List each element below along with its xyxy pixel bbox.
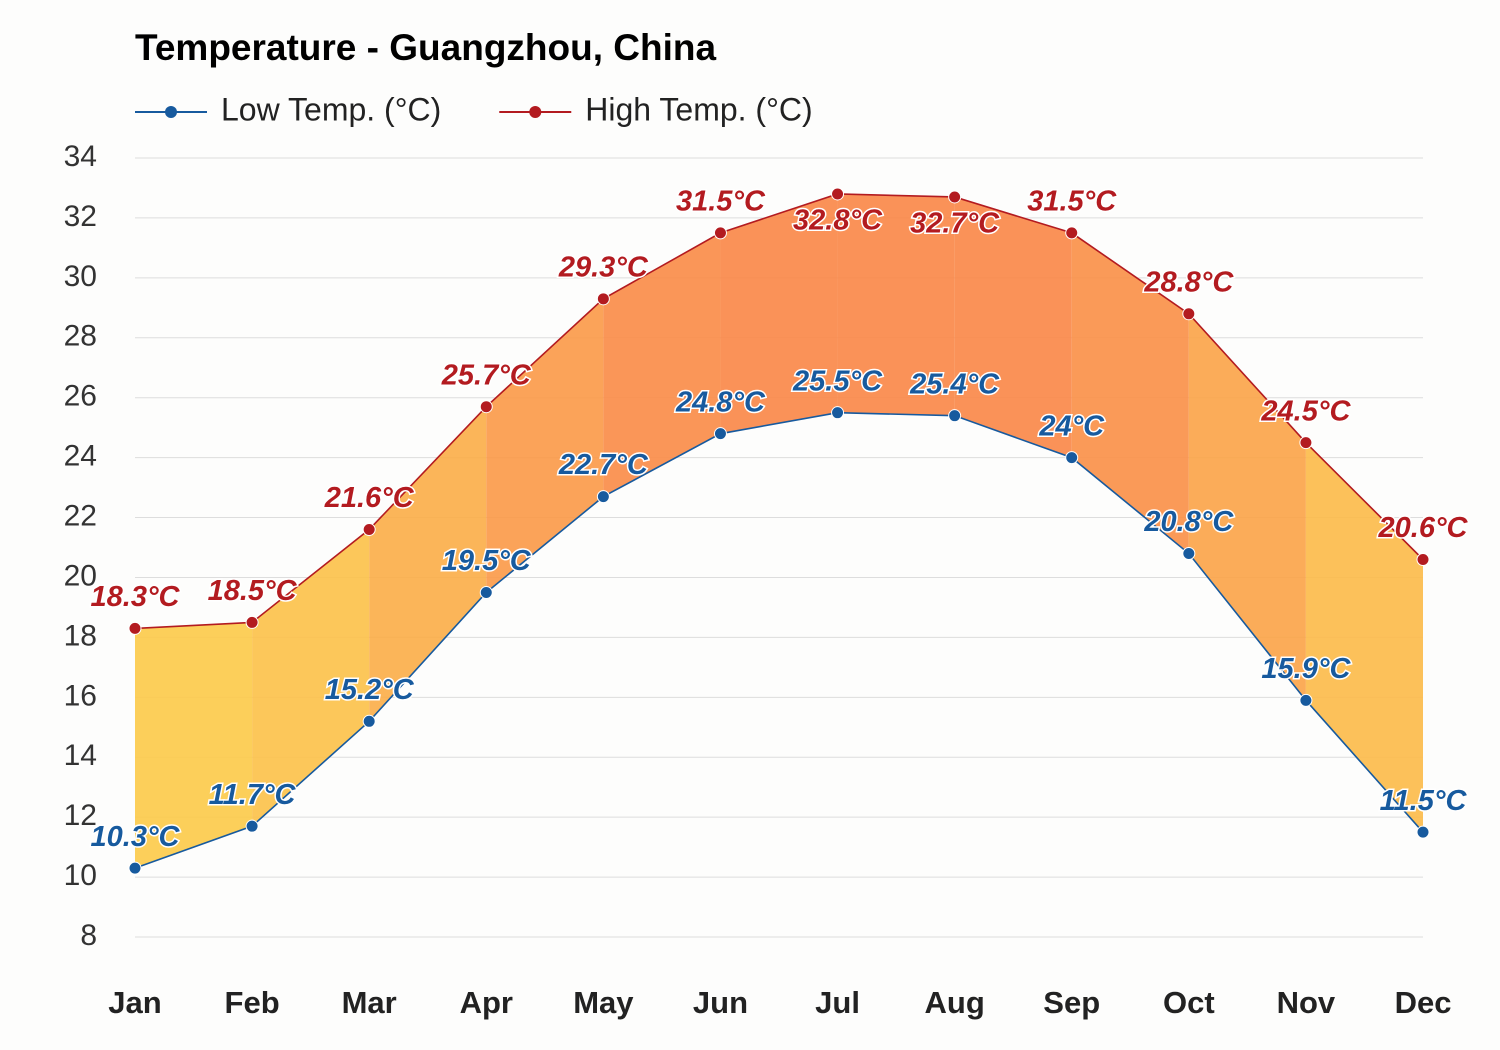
y-tick-label: 34 bbox=[64, 140, 97, 173]
value-label: 21.6°C bbox=[324, 482, 415, 514]
value-label: 25.4°C bbox=[909, 368, 1000, 400]
y-tick-label: 20 bbox=[64, 559, 97, 592]
value-label: 31.5°C bbox=[676, 186, 766, 218]
x-tick-label: Oct bbox=[1163, 985, 1215, 1020]
range-band bbox=[135, 622, 253, 869]
data-point bbox=[479, 400, 493, 414]
x-tick-label: Apr bbox=[460, 985, 513, 1020]
y-tick-label: 32 bbox=[64, 200, 97, 233]
value-label: 15.9°C bbox=[1261, 653, 1351, 685]
x-tick-label: Dec bbox=[1395, 985, 1452, 1020]
range-band bbox=[252, 529, 370, 827]
value-label: 15.2°C bbox=[325, 674, 415, 706]
y-tick-label: 30 bbox=[64, 260, 97, 293]
data-point bbox=[1182, 307, 1196, 321]
range-band bbox=[837, 193, 955, 416]
y-tick-label: 22 bbox=[64, 499, 97, 532]
legend-marker bbox=[529, 106, 542, 118]
data-point bbox=[948, 409, 962, 423]
y-tick-label: 14 bbox=[64, 739, 97, 772]
range-band bbox=[954, 196, 1072, 458]
data-point bbox=[831, 406, 845, 420]
y-tick-label: 10 bbox=[64, 859, 97, 892]
value-label: 32.7°C bbox=[910, 208, 1000, 240]
value-label: 11.7°C bbox=[209, 779, 297, 811]
y-tick-label: 26 bbox=[64, 380, 97, 413]
range-band bbox=[603, 232, 721, 497]
value-label: 32.8°C bbox=[793, 205, 883, 237]
x-tick-label: Mar bbox=[342, 985, 397, 1020]
data-point bbox=[362, 714, 376, 728]
range-band bbox=[1188, 313, 1306, 701]
x-tick-label: Sep bbox=[1043, 985, 1100, 1020]
data-point bbox=[1299, 693, 1313, 707]
x-tick-label: Jun bbox=[693, 985, 748, 1020]
data-point bbox=[362, 523, 376, 537]
value-label: 20.6°C bbox=[1378, 512, 1469, 544]
range-band bbox=[720, 193, 838, 434]
data-point bbox=[245, 819, 259, 833]
value-label: 28.8°C bbox=[1143, 266, 1234, 298]
data-point bbox=[1065, 451, 1079, 465]
data-point bbox=[1065, 226, 1079, 240]
data-point bbox=[596, 490, 610, 504]
value-label: 18.5°C bbox=[208, 575, 298, 607]
x-tick-label: Jul bbox=[815, 985, 860, 1020]
y-tick-label: 28 bbox=[64, 320, 97, 353]
chart-title: Temperature - Guangzhou, China bbox=[135, 27, 716, 68]
value-label: 20.8°C bbox=[1143, 506, 1234, 538]
y-tick-label: 8 bbox=[80, 919, 97, 952]
y-tick-label: 12 bbox=[64, 799, 97, 832]
legend-label: Low Temp. (°C) bbox=[221, 91, 441, 127]
value-label: 29.3°C bbox=[558, 251, 649, 283]
data-point bbox=[713, 226, 727, 240]
value-label: 25.5°C bbox=[792, 365, 883, 397]
series-line bbox=[134, 193, 1424, 630]
range-band bbox=[486, 298, 604, 593]
value-label: 24.8°C bbox=[675, 386, 766, 418]
y-tick-label: 24 bbox=[64, 440, 97, 473]
data-point bbox=[128, 861, 142, 875]
range-band bbox=[369, 406, 487, 722]
data-point bbox=[1299, 436, 1313, 450]
data-point bbox=[596, 292, 610, 306]
value-label: 19.5°C bbox=[442, 545, 532, 577]
data-point bbox=[713, 427, 727, 441]
x-tick-label: Jan bbox=[108, 985, 161, 1020]
value-label: 10.3°C bbox=[91, 821, 181, 853]
legend-marker bbox=[165, 106, 177, 118]
value-label: 24.5°C bbox=[1260, 395, 1351, 427]
value-label: 31.5°C bbox=[1027, 186, 1117, 218]
x-tick-label: May bbox=[573, 985, 634, 1020]
x-tick-label: Nov bbox=[1277, 985, 1336, 1020]
value-label: 11.5°C bbox=[1380, 785, 1468, 817]
data-point bbox=[948, 190, 962, 204]
value-label: 18.3°C bbox=[91, 581, 181, 613]
range-band bbox=[1305, 442, 1423, 833]
data-point bbox=[128, 621, 142, 635]
y-tick-label: 16 bbox=[64, 679, 97, 712]
x-tick-label: Feb bbox=[225, 985, 280, 1020]
y-tick-label: 18 bbox=[64, 619, 97, 652]
data-point bbox=[831, 187, 845, 201]
data-point bbox=[479, 585, 493, 599]
x-tick-label: Aug bbox=[925, 985, 985, 1020]
value-label: 25.7°C bbox=[441, 359, 532, 391]
value-label: 22.7°C bbox=[558, 449, 649, 481]
legend-label: High Temp. (°C) bbox=[585, 91, 812, 127]
data-point bbox=[1182, 547, 1196, 561]
data-point bbox=[1416, 825, 1430, 839]
value-label: 24°C bbox=[1038, 410, 1105, 442]
range-band bbox=[1071, 232, 1189, 554]
series-line bbox=[134, 411, 1424, 869]
data-point bbox=[245, 615, 259, 629]
data-point bbox=[1416, 553, 1430, 567]
